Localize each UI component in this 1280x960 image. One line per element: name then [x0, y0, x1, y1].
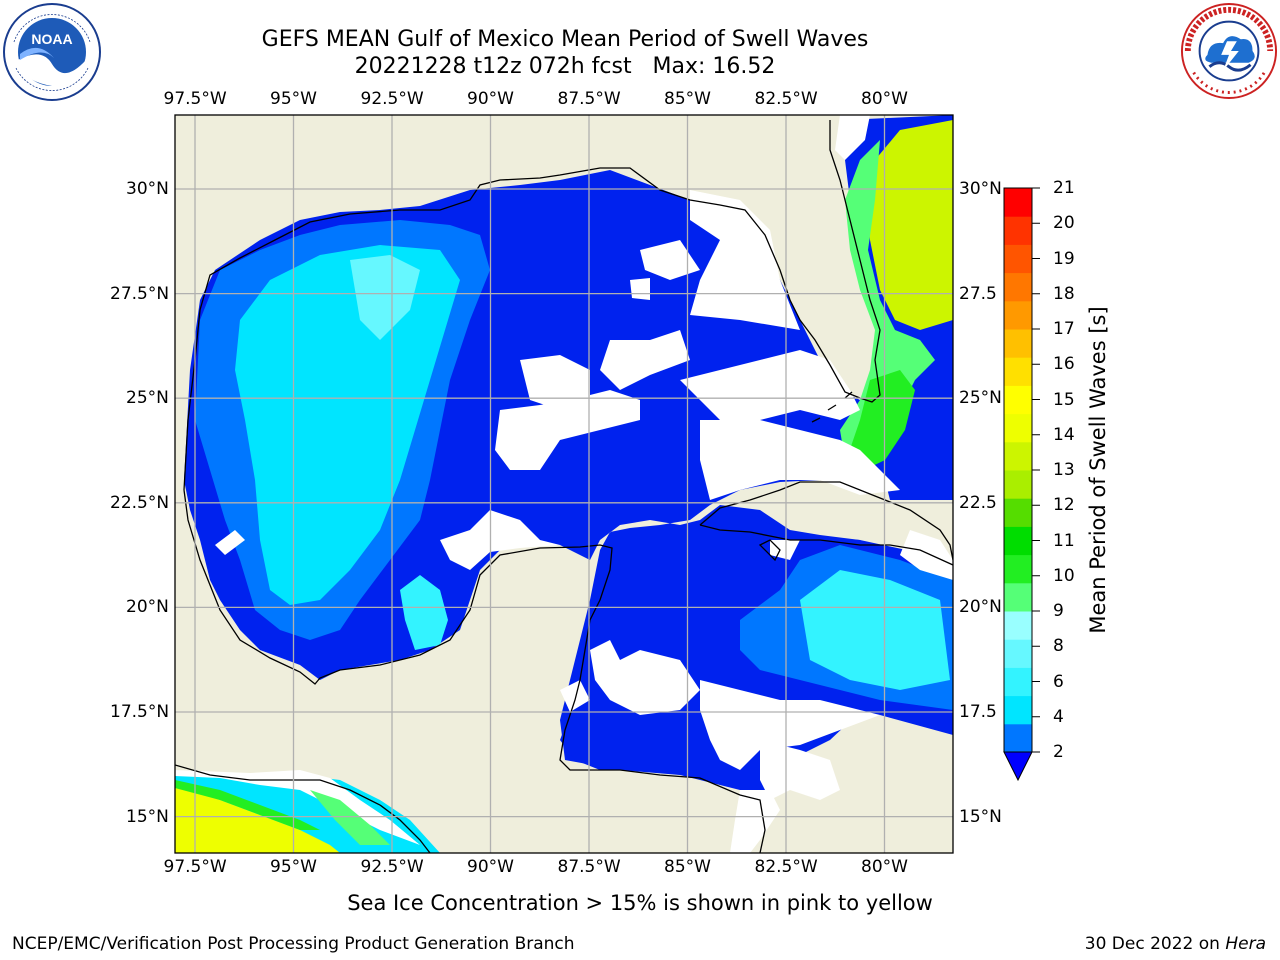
colorbar-tick-label: 18: [1053, 283, 1075, 304]
swell-zone-6-8: [350, 255, 420, 340]
colorbar-block: [1004, 188, 1032, 217]
svg-text:NOAA: NOAA: [31, 31, 72, 47]
footer-date-host: 30 Dec 2022 on Hera: [1085, 934, 1266, 954]
colorbar-block: [1004, 667, 1032, 697]
colorbar-block: [1004, 470, 1032, 499]
lat-tick-label-left: 17.5°N: [110, 702, 170, 722]
lon-tick-label-bottom: 80°W: [861, 857, 908, 877]
swell-zone-4-6: [235, 245, 460, 605]
colorbar-tick-label: 21: [1053, 178, 1075, 198]
lon-tick-label-bottom: 95°W: [270, 857, 317, 877]
colorbar-block: [1004, 300, 1032, 330]
swell-zone-yucatan-bay: [400, 575, 448, 650]
noaa-logo-icon: NOAA: [3, 3, 101, 101]
lon-tick-label-top: 90°W: [467, 89, 514, 109]
lat-tick-label-right: 30°N: [959, 179, 1002, 199]
chart-title: GEFS MEAN Gulf of Mexico Mean Period of …: [261, 27, 869, 52]
coastlines: [175, 120, 953, 853]
swell-zone-4-6-carib: [800, 570, 950, 690]
colorbar-block: [1004, 582, 1032, 612]
colorbar-tick-label: 19: [1053, 248, 1075, 269]
lat-tick-label-left: 22.5°N: [110, 492, 170, 513]
colorbar-extend-min: [1003, 751, 1033, 782]
swell-zone-long-atlantic: [865, 120, 953, 330]
lat-tick-label-right: 15°N: [959, 806, 1002, 827]
colorbar-tick-label: 15: [1053, 389, 1075, 410]
colorbar-block: [1004, 272, 1032, 302]
lon-tick-label-bottom: 85°W: [664, 857, 711, 877]
pacific-long-period: [175, 785, 340, 853]
pacific-green: [175, 780, 320, 830]
colorbar-tick-label: 9: [1053, 601, 1064, 621]
colorbar-block: [1004, 526, 1032, 556]
colorbar-tick-label: 14: [1053, 424, 1075, 445]
colorbar-block: [1004, 216, 1032, 245]
lon-tick-label-bottom: 90°W: [467, 857, 514, 877]
no-data-patches: [215, 115, 953, 853]
colorbar-tick-label: 20: [1053, 213, 1075, 234]
chart-subtitle: 20221228 t12z 072h fcst Max: 16.52: [354, 54, 776, 79]
lon-tick-label-top: 87.5°W: [557, 89, 621, 109]
lon-tick-label-bottom: 92.5°W: [360, 857, 424, 877]
lon-tick-label-top: 80°W: [861, 89, 908, 109]
lat-tick-label-left: 15°N: [126, 806, 169, 827]
lon-tick-label-bottom: 82.5°W: [754, 857, 818, 877]
map-frame: [174, 114, 954, 854]
nws-logo-icon: [1180, 2, 1278, 100]
lon-tick-label-bottom: 97.5°W: [163, 857, 227, 877]
colorbar-tick-label: 4: [1053, 706, 1064, 727]
footer-host: Hera: [1225, 934, 1266, 954]
footer-organization: NCEP/EMC/Verification Post Processing Pr…: [12, 934, 575, 954]
lat-tick-label-left: 27.5°N: [110, 283, 170, 304]
lat-tick-label-right: 25°N: [959, 388, 1002, 409]
lon-tick-label-top: 85°W: [664, 89, 711, 109]
lat-tick-label-right: 22.5: [959, 492, 997, 513]
colorbar-block: [1004, 695, 1032, 725]
colorbar-block: [1004, 441, 1032, 471]
lat-tick-label-right: 17.5: [959, 702, 997, 722]
lat-tick-label-left: 25°N: [126, 388, 169, 409]
colorbar-tick-label: 12: [1053, 495, 1075, 516]
lat-tick-label-left: 20°N: [126, 597, 169, 618]
colorbar-tick-label: 6: [1053, 671, 1064, 692]
footer-date: 30 Dec 2022 on: [1084, 934, 1226, 954]
colorbar-block: [1004, 413, 1032, 443]
lat-tick-label-left: 30°N: [126, 179, 169, 199]
colorbar-tick-label: 13: [1053, 460, 1075, 480]
colorbar-tick-label: 17: [1053, 319, 1075, 339]
colorbar-block: [1004, 329, 1032, 358]
sea-ice-note: Sea Ice Concentration > 15% is shown in …: [347, 891, 933, 915]
colorbar-tick-label: 2: [1053, 742, 1064, 762]
colorbar-block: [1004, 385, 1032, 415]
lat-tick-label-right: 27.5: [959, 283, 997, 304]
lon-tick-label-top: 95°W: [270, 89, 317, 109]
pacific-white: [175, 770, 420, 845]
colorbar-block: [1004, 639, 1032, 668]
lon-tick-label-bottom: 87.5°W: [557, 857, 621, 877]
map-gridlines: [175, 115, 953, 853]
colorbar-block: [1004, 244, 1032, 274]
colorbar-tick-label: 10: [1053, 565, 1075, 586]
colorbar-tick-label: 8: [1053, 636, 1064, 657]
colorbar-tick-label: 16: [1053, 354, 1075, 375]
lon-tick-label-top: 97.5°W: [163, 89, 227, 109]
colorbar-tick-label: 11: [1053, 530, 1075, 551]
colorbar-block: [1004, 611, 1032, 640]
swell-zone-bright-green: [848, 370, 915, 472]
colorbar-block: [1004, 357, 1032, 386]
lat-tick-label-right: 20°N: [959, 597, 1002, 618]
lon-tick-label-top: 82.5°W: [754, 89, 818, 109]
lon-tick-label-top: 92.5°W: [360, 89, 424, 109]
colorbar-block: [1004, 498, 1032, 527]
pacific-green-2: [310, 790, 390, 845]
colorbar-block: [1004, 723, 1032, 753]
colorbar-block: [1004, 554, 1032, 584]
